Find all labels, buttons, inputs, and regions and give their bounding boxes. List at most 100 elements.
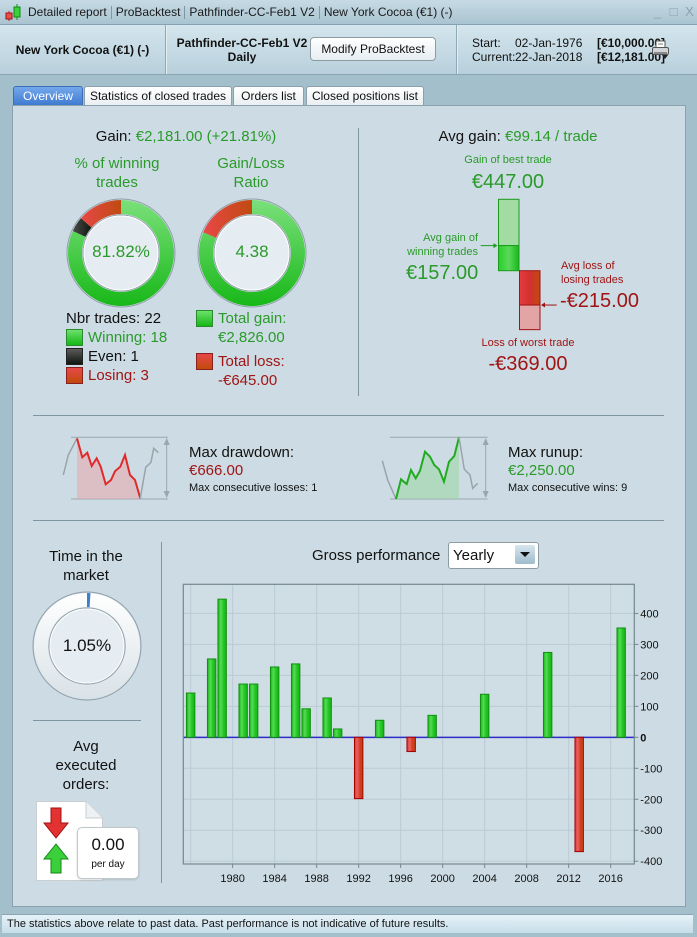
losing-segment (80, 200, 121, 228)
period-dropdown[interactable]: Yearly (448, 542, 539, 569)
avg-gain-line: Avg gain: €99.14 / trade (418, 127, 618, 146)
current-label: Current: (472, 50, 516, 64)
start-label: Start: (472, 36, 501, 50)
total-loss-swatch (196, 353, 213, 370)
y-tick-label: -200 (640, 794, 662, 806)
section-divider (358, 128, 359, 396)
donut-outer-ring (197, 198, 307, 308)
bar-positive (616, 627, 626, 738)
system-name: Pathfinder-CC-Feb1 V2 (176, 36, 308, 50)
buy-arrow-icon (42, 843, 70, 874)
time-in-market-title: Time in the market (26, 547, 146, 585)
winning-legend-swatch (66, 329, 83, 346)
losing-legend-swatch (66, 367, 83, 384)
gain-loss-ratio-value: 4.38 (235, 242, 269, 261)
header-divider (165, 25, 166, 74)
executed-orders-value: 0.00 (91, 835, 125, 854)
gain-loss-ratio-donut (197, 198, 307, 308)
x-tick-label: 1988 (304, 873, 328, 885)
title-segment-module: ProBacktest (115, 5, 181, 19)
avg-win-label-line1: Avg gain of (423, 232, 478, 244)
drawdown-illustration-icon (62, 436, 170, 500)
time-in-market-segment (87, 593, 91, 608)
time-in-market-donut (32, 591, 142, 701)
bar-positive (301, 708, 311, 738)
worst-trade-bar (519, 304, 541, 331)
section-divider (33, 520, 664, 521)
winning-pct-value: 81.82% (92, 242, 150, 261)
bar-positive (206, 658, 217, 738)
executed-orders-title: Avg executed orders: (26, 737, 146, 794)
plot-border (182, 583, 635, 865)
sell-arrow-icon (42, 807, 70, 839)
total-gain-value: €2,826.00 (218, 329, 285, 346)
timeframe-label: Daily (227, 50, 257, 64)
current-capital: [€12,181.00] (597, 50, 666, 64)
bar-positive (269, 666, 280, 738)
bar-positive (542, 651, 553, 738)
instrument-name: New York Cocoa (€1) (-) (15, 43, 150, 57)
bar-negative (406, 736, 416, 753)
tab-closed-positions-list[interactable]: Closed positions list (306, 86, 424, 106)
minimize-button[interactable]: _ (653, 4, 662, 19)
total-loss-segment (203, 200, 252, 238)
max-consecutive-losses: Max consecutive losses: 1 (189, 482, 318, 494)
avg-win-arrowhead (493, 243, 498, 249)
y-tick-label: 100 (640, 701, 658, 713)
title-divider (184, 5, 186, 19)
title-divider (318, 5, 320, 19)
avg-loss-label: Avg loss of losing trades (561, 259, 623, 287)
maximize-button[interactable]: □ (669, 4, 678, 19)
section-divider (33, 415, 664, 416)
ratio-title-line2: Ratio (233, 174, 269, 191)
x-tick-label: 1996 (388, 873, 412, 885)
x-tick-label: 1984 (262, 873, 286, 885)
tab-orders-list[interactable]: Orders list (233, 86, 304, 106)
bar-positive (248, 683, 259, 738)
x-tick-label: 2004 (472, 873, 496, 885)
even-segment (72, 218, 92, 237)
max-drawdown-label: Max drawdown: (189, 444, 295, 461)
tab-overview[interactable]: Overview (13, 86, 83, 106)
executed-orders-title-line3: orders: (62, 776, 110, 793)
y-tick-label: -300 (640, 825, 662, 837)
total-loss-value: -€645.00 (218, 372, 278, 389)
max-runup-label: Max runup: (508, 444, 584, 461)
donut-center-highlight (49, 608, 125, 684)
donut-center (213, 214, 291, 292)
executed-orders-title-line2: executed (55, 757, 117, 774)
total-gain-line: Gain: €2,181.00 (+21.81%) (36, 127, 336, 146)
current-date: 22-Jan-2018 (515, 50, 583, 64)
gross-performance-label: Gross performance (312, 547, 441, 564)
donut-center-highlight (214, 215, 290, 291)
gain-loss-range-diagram (480, 198, 557, 331)
start-capital: [€10,000.00] (597, 36, 666, 50)
best-trade-value: €447.00 (471, 171, 545, 193)
bar-positive (427, 714, 437, 738)
printer-icon[interactable] (651, 40, 671, 60)
modify-probacktest-button[interactable]: Modify ProBacktest (310, 37, 436, 61)
avg-loss-label-line1: Avg loss of (561, 260, 615, 272)
y-tick-label: 200 (640, 670, 658, 682)
even-count: Even: 1 (88, 348, 139, 365)
gross-performance-chart: 400 300 200 100 0 -100 -200 -300 -400 1980 1984 198… (182, 583, 662, 885)
bar-positive (322, 697, 332, 738)
avg-loss-label-line2: losing trades (561, 274, 624, 286)
tab-statistics-closed-trades[interactable]: Statistics of closed trades (84, 86, 232, 106)
gain-loss-ratio-title: Gain/Loss Ratio (186, 154, 316, 192)
bar-positive (374, 719, 385, 738)
avg-gain-label: Avg gain: (438, 128, 501, 145)
title-segment-system: Pathfinder-CC-Feb1 V2 (189, 5, 315, 19)
avg-loss-value: -€215.00 (560, 290, 639, 312)
time-in-market-title-line2: market (63, 567, 109, 584)
total-loss-label: Total loss: (218, 353, 285, 370)
section-divider (161, 542, 162, 883)
title-segment-report: Detailed report (28, 5, 107, 19)
bar-positive (290, 663, 301, 738)
winning-pct-title-line1: % of winning (74, 155, 160, 172)
title-bar (0, 0, 697, 25)
y-tick-label: 0 (640, 732, 646, 744)
y-tick-label: -400 (640, 856, 662, 868)
close-button[interactable]: X (685, 4, 694, 19)
dropdown-button[interactable] (515, 545, 535, 564)
